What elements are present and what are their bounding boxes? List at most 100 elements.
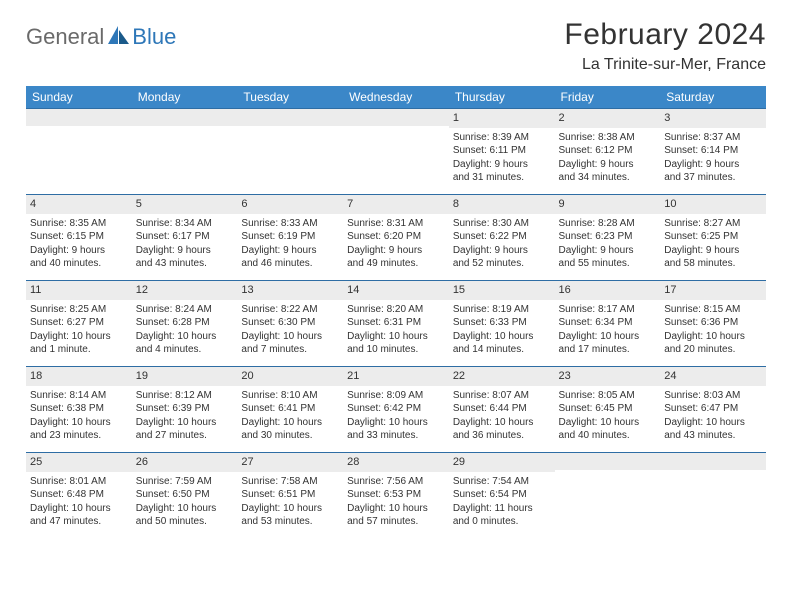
location-subtitle: La Trinite-sur-Mer, France bbox=[564, 56, 766, 74]
day-detail-line: Sunset: 6:45 PM bbox=[559, 402, 657, 416]
day-detail-line: and 55 minutes. bbox=[559, 257, 657, 271]
day-cell: 6Sunrise: 8:33 AMSunset: 6:19 PMDaylight… bbox=[237, 195, 343, 281]
day-detail-line: Daylight: 10 hours bbox=[30, 330, 128, 344]
day-number: 20 bbox=[237, 367, 343, 386]
day-detail-line: Daylight: 10 hours bbox=[241, 330, 339, 344]
day-cell: 8Sunrise: 8:30 AMSunset: 6:22 PMDaylight… bbox=[449, 195, 555, 281]
day-detail-line: Sunrise: 7:58 AM bbox=[241, 475, 339, 489]
day-detail-line: Sunset: 6:31 PM bbox=[347, 316, 445, 330]
day-detail-line: and 0 minutes. bbox=[453, 515, 551, 529]
day-number: 4 bbox=[26, 195, 132, 214]
day-number: 26 bbox=[132, 453, 238, 472]
day-cell: 10Sunrise: 8:27 AMSunset: 6:25 PMDayligh… bbox=[660, 195, 766, 281]
day-number: 17 bbox=[660, 281, 766, 300]
day-detail-line: Sunset: 6:51 PM bbox=[241, 488, 339, 502]
day-detail-line: Sunset: 6:20 PM bbox=[347, 230, 445, 244]
day-detail-line: Daylight: 10 hours bbox=[347, 416, 445, 430]
week-row: 11Sunrise: 8:25 AMSunset: 6:27 PMDayligh… bbox=[26, 281, 766, 367]
day-detail-line: Sunrise: 8:15 AM bbox=[664, 303, 762, 317]
day-number: 14 bbox=[343, 281, 449, 300]
day-detail-line: and 40 minutes. bbox=[559, 429, 657, 443]
empty-day-num bbox=[132, 109, 238, 126]
day-detail-line: Sunrise: 8:03 AM bbox=[664, 389, 762, 403]
week-row: 4Sunrise: 8:35 AMSunset: 6:15 PMDaylight… bbox=[26, 195, 766, 281]
day-detail-line: Sunset: 6:11 PM bbox=[453, 144, 551, 158]
day-detail-line: Sunset: 6:30 PM bbox=[241, 316, 339, 330]
weekday-header: Friday bbox=[555, 86, 661, 109]
day-detail-line: Sunrise: 8:14 AM bbox=[30, 389, 128, 403]
day-detail-line: and 20 minutes. bbox=[664, 343, 762, 357]
day-cell: 12Sunrise: 8:24 AMSunset: 6:28 PMDayligh… bbox=[132, 281, 238, 367]
day-cell: 24Sunrise: 8:03 AMSunset: 6:47 PMDayligh… bbox=[660, 367, 766, 453]
day-detail-line: and 37 minutes. bbox=[664, 171, 762, 185]
day-detail-line: and 57 minutes. bbox=[347, 515, 445, 529]
empty-day-num bbox=[343, 109, 449, 126]
weekday-header: Saturday bbox=[660, 86, 766, 109]
day-detail-line: and 33 minutes. bbox=[347, 429, 445, 443]
day-number: 6 bbox=[237, 195, 343, 214]
day-detail-line: Daylight: 10 hours bbox=[136, 330, 234, 344]
day-detail-line: Daylight: 10 hours bbox=[241, 502, 339, 516]
day-detail-line: Sunrise: 8:05 AM bbox=[559, 389, 657, 403]
day-detail-line: and 7 minutes. bbox=[241, 343, 339, 357]
day-detail-line: and 58 minutes. bbox=[664, 257, 762, 271]
day-detail-line: Sunset: 6:47 PM bbox=[664, 402, 762, 416]
day-cell bbox=[26, 109, 132, 195]
day-cell: 23 Sunrise: 8:05 AMSunset: 6:45 PMDayligh… bbox=[555, 367, 661, 453]
day-detail-line: Daylight: 10 hours bbox=[453, 330, 551, 344]
day-detail-line: Sunrise: 8:38 AM bbox=[559, 131, 657, 145]
day-detail-line: and 43 minutes. bbox=[664, 429, 762, 443]
day-detail-line: and 43 minutes. bbox=[136, 257, 234, 271]
day-number: 21 bbox=[343, 367, 449, 386]
day-number: 27 bbox=[237, 453, 343, 472]
day-detail-line: Daylight: 11 hours bbox=[453, 502, 551, 516]
week-row: 18Sunrise: 8:14 AMSunset: 6:38 PMDayligh… bbox=[26, 367, 766, 453]
day-number: 23 bbox=[555, 367, 661, 386]
day-detail-line: and 52 minutes. bbox=[453, 257, 551, 271]
day-detail-line: Daylight: 10 hours bbox=[136, 502, 234, 516]
day-cell: 28Sunrise: 7:56 AMSunset: 6:53 PMDayligh… bbox=[343, 453, 449, 539]
day-detail-line: Daylight: 10 hours bbox=[241, 416, 339, 430]
day-detail-line: Daylight: 10 hours bbox=[664, 330, 762, 344]
logo-text-blue: Blue bbox=[132, 24, 176, 50]
day-detail-line: Daylight: 10 hours bbox=[453, 416, 551, 430]
day-detail-line: and 47 minutes. bbox=[30, 515, 128, 529]
day-detail-line: Daylight: 9 hours bbox=[453, 158, 551, 172]
day-detail-line: Sunrise: 8:24 AM bbox=[136, 303, 234, 317]
day-detail-line: and 34 minutes. bbox=[559, 171, 657, 185]
day-detail-line: Sunset: 6:34 PM bbox=[559, 316, 657, 330]
day-detail-line: Daylight: 10 hours bbox=[664, 416, 762, 430]
day-detail-line: Sunrise: 8:34 AM bbox=[136, 217, 234, 231]
day-detail-line: Daylight: 10 hours bbox=[559, 416, 657, 430]
day-cell: 27 Sunrise: 7:58 AMSunset: 6:51 PMDayligh… bbox=[237, 453, 343, 539]
day-cell: 11Sunrise: 8:25 AMSunset: 6:27 PMDayligh… bbox=[26, 281, 132, 367]
day-cell: 14Sunrise: 8:20 AMSunset: 6:31 PMDayligh… bbox=[343, 281, 449, 367]
day-detail-line: and 30 minutes. bbox=[241, 429, 339, 443]
day-detail-line: Daylight: 9 hours bbox=[559, 158, 657, 172]
day-detail-line: Sunrise: 8:17 AM bbox=[559, 303, 657, 317]
weekday-header: Tuesday bbox=[237, 86, 343, 109]
day-detail-line: and 40 minutes. bbox=[30, 257, 128, 271]
day-detail-line: Daylight: 9 hours bbox=[453, 244, 551, 258]
day-number: 22 bbox=[449, 367, 555, 386]
day-number: 11 bbox=[26, 281, 132, 300]
day-cell: 4Sunrise: 8:35 AMSunset: 6:15 PMDaylight… bbox=[26, 195, 132, 281]
logo-text-general: General bbox=[26, 24, 104, 50]
day-detail-line: Sunset: 6:41 PM bbox=[241, 402, 339, 416]
day-cell: 19Sunrise: 8:12 AMSunset: 6:39 PMDayligh… bbox=[132, 367, 238, 453]
day-detail-line: Sunset: 6:28 PM bbox=[136, 316, 234, 330]
day-detail-line: Sunrise: 8:01 AM bbox=[30, 475, 128, 489]
day-cell: 18Sunrise: 8:14 AMSunset: 6:38 PMDayligh… bbox=[26, 367, 132, 453]
day-detail-line: Daylight: 10 hours bbox=[347, 330, 445, 344]
day-cell: 20Sunrise: 8:10 AMSunset: 6:41 PMDayligh… bbox=[237, 367, 343, 453]
empty-day-num bbox=[660, 453, 766, 470]
day-number: 9 bbox=[555, 195, 661, 214]
day-detail-line: Daylight: 9 hours bbox=[664, 244, 762, 258]
day-detail-line: and 1 minute. bbox=[30, 343, 128, 357]
day-detail-line: Sunrise: 8:30 AM bbox=[453, 217, 551, 231]
calendar-page: General Blue February 2024 La Trinite-su… bbox=[0, 0, 792, 557]
day-detail-line: Sunset: 6:36 PM bbox=[664, 316, 762, 330]
day-detail-line: Sunrise: 8:25 AM bbox=[30, 303, 128, 317]
day-cell: 3Sunrise: 8:37 AMSunset: 6:14 PMDaylight… bbox=[660, 109, 766, 195]
day-detail-line: Sunrise: 8:27 AM bbox=[664, 217, 762, 231]
